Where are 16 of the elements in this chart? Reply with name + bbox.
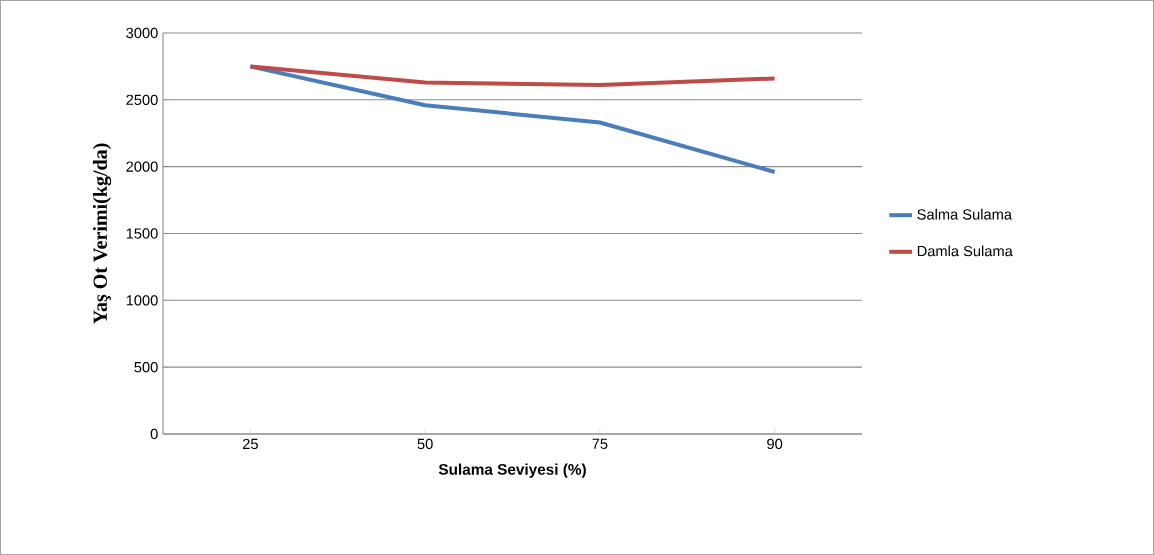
y-tick-label: 3000 — [126, 27, 158, 39]
line-series — [248, 64, 777, 88]
y-axis-title: Yaş Ot Verimi(kg/da) — [92, 143, 112, 324]
y-tick-label: 2000 — [126, 161, 158, 172]
y-tick-label: 0 — [150, 428, 158, 440]
y-tick-label: 500 — [134, 361, 158, 373]
x-tick-label: 50 — [417, 438, 433, 450]
y-tick-label: 1000 — [126, 295, 158, 306]
x-tick-label: 25 — [242, 438, 258, 450]
legend-label: Salma Sulama — [917, 208, 1013, 220]
y-tick-label: 2500 — [126, 94, 158, 106]
x-tick-label: 90 — [767, 438, 783, 450]
y-tick-label: 1500 — [126, 228, 158, 239]
x-tick-label: 75 — [592, 438, 608, 449]
x-axis-title: Sulama Seviyesi (%) — [438, 463, 586, 478]
legend-label: Damla Sulama — [917, 245, 1013, 257]
